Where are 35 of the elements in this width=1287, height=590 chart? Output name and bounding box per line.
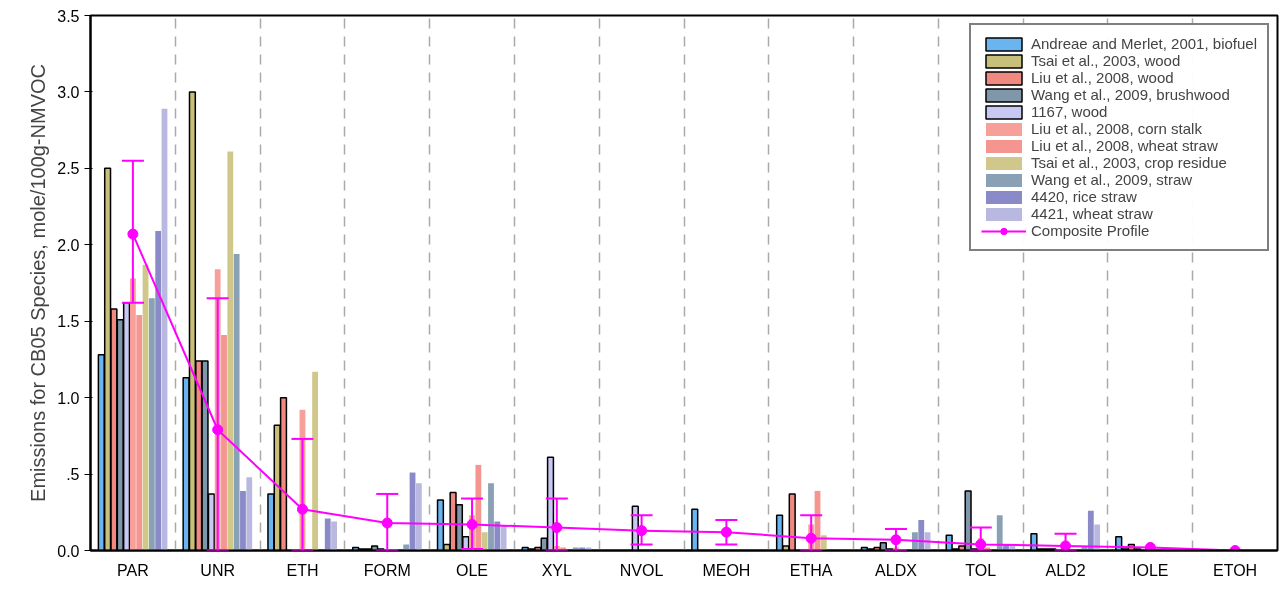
legend-label: Andreae and Merlet, 2001, biofuel [1031, 35, 1257, 52]
x-tick-label: ETOH [1213, 561, 1258, 579]
x-tick-label: ETH [286, 561, 319, 579]
x-tick-label: ALDX [875, 561, 918, 579]
x-tick-label: FORM [363, 561, 411, 579]
legend-label: Tsai et al., 2003, wood [1031, 52, 1181, 69]
x-tick-label: ETHA [789, 561, 833, 579]
x-tick-label: NVOL [619, 561, 664, 579]
legend-label: 4420, rice straw [1031, 188, 1137, 205]
legend-label: Liu et al., 2008, corn stalk [1031, 120, 1202, 137]
legend-label: Liu et al., 2008, wood [1031, 69, 1174, 86]
y-tick-label: .5 [66, 466, 80, 484]
y-axis-title: Emissions for CB05 Species, mole/100g-NMVOC [27, 64, 50, 502]
y-tick-label: 3.5 [57, 7, 80, 25]
x-tick-label: XYL [541, 561, 573, 579]
x-tick-label: TOL [965, 561, 997, 579]
x-tick-label: PAR [117, 561, 149, 579]
legend-label: Composite Profile [1031, 222, 1150, 239]
y-tick-label: 0.0 [57, 542, 80, 560]
legend-label: 1167, wood [1031, 103, 1108, 120]
legend-label: Wang et al., 2009, straw [1031, 171, 1193, 188]
x-tick-label: MEOH [702, 561, 751, 579]
x-tick-label: OLE [456, 561, 489, 579]
x-tick-label: UNR [200, 561, 236, 579]
legend-label: Wang et al., 2009, brushwood [1031, 86, 1230, 103]
x-tick-label: ALD2 [1045, 561, 1086, 579]
y-tick-label: 3.0 [57, 83, 80, 101]
x-tick-label: IOLE [1132, 561, 1169, 579]
y-tick-label: 2.0 [57, 236, 80, 254]
y-tick-label: 2.5 [57, 160, 80, 178]
y-tick-label: 1.0 [57, 389, 80, 407]
legend-label: 4421, wheat straw [1031, 205, 1153, 222]
y-tick-label: 1.5 [57, 313, 80, 331]
legend-label: Liu et al., 2008, wheat straw [1031, 137, 1218, 154]
legend-label: Tsai et al., 2003, crop residue [1031, 154, 1227, 171]
